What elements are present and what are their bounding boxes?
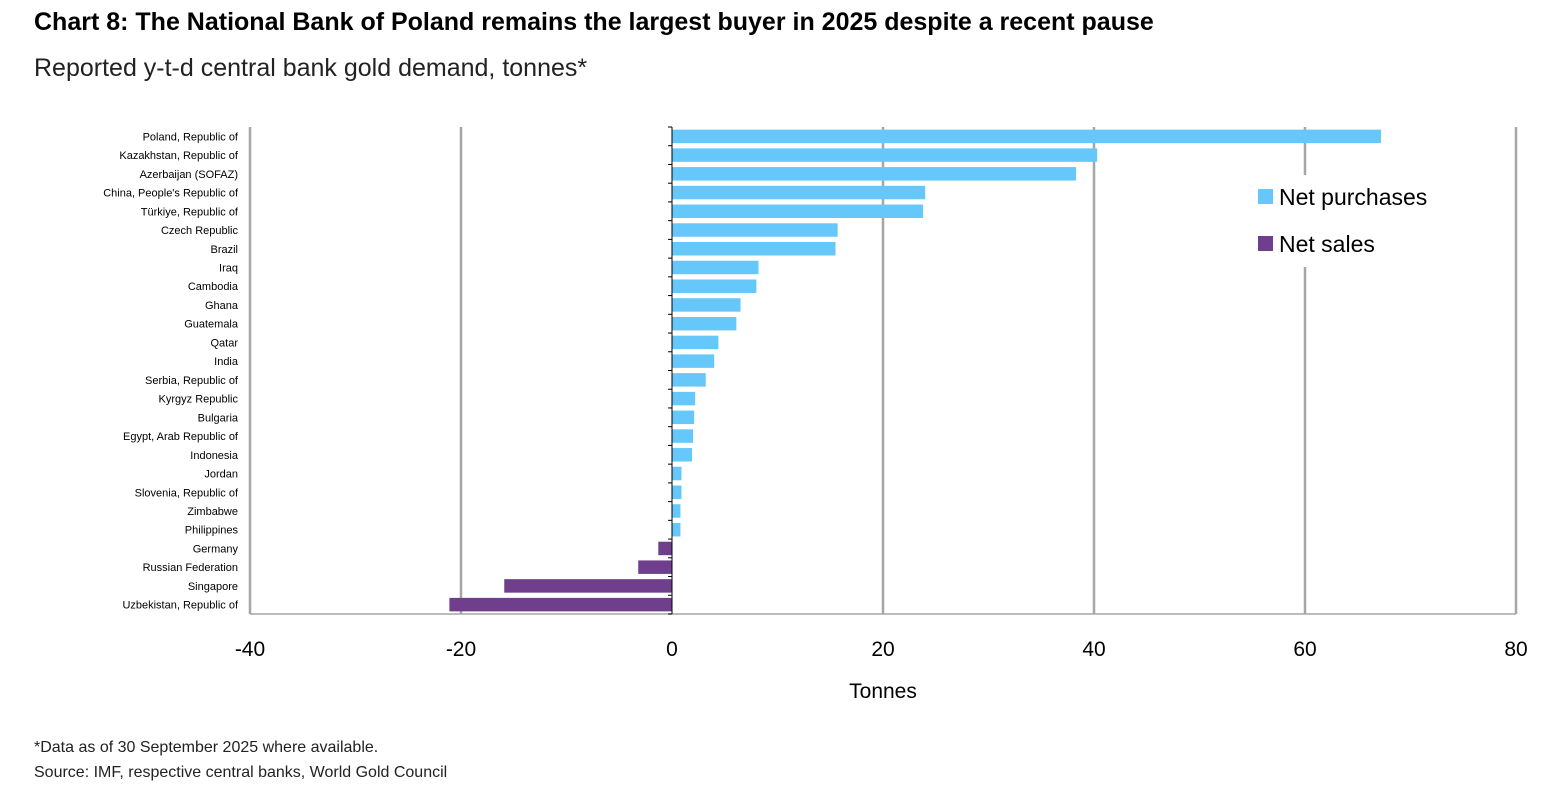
category-label: Indonesia (190, 450, 239, 462)
category-label: Singapore (188, 581, 238, 593)
category-label: Russian Federation (143, 562, 238, 574)
x-tick-label: 40 (1082, 638, 1105, 661)
chart-subtitle: Reported y-t-d central bank gold demand,… (34, 54, 588, 82)
legend-background (1244, 175, 1452, 267)
category-label: Philippines (185, 525, 239, 537)
bar (672, 129, 1381, 144)
bar (672, 204, 924, 219)
category-label: Uzbekistan, Republic of (122, 600, 239, 612)
category-label: Poland, Republic of (143, 131, 239, 143)
source-note: Source: IMF, respective central banks, W… (34, 764, 448, 781)
x-tick-label: 80 (1504, 638, 1527, 661)
category-label: Kazakhstan, Republic of (119, 150, 239, 162)
category-label: Cambodia (188, 281, 239, 293)
category-label: Kyrgyz Republic (159, 394, 239, 406)
bar (672, 354, 715, 368)
bar (658, 541, 672, 556)
category-label: Jordan (204, 469, 238, 481)
category-label: Ghana (205, 300, 239, 312)
category-label: Germany (193, 543, 239, 555)
bar (504, 579, 672, 593)
bars (449, 129, 1381, 612)
chart-title: Chart 8: The National Bank of Poland rem… (34, 8, 1154, 36)
bar (638, 560, 672, 574)
x-tick-labels: -40 -20 0 20 40 60 80 (235, 638, 1528, 661)
category-axis (668, 126, 673, 615)
bar (672, 279, 757, 293)
bar (672, 391, 696, 406)
bar (672, 167, 1077, 181)
x-tick-label: 20 (871, 638, 894, 661)
x-tick-label: -40 (235, 638, 265, 661)
bar (672, 223, 838, 237)
category-label: Egypt, Arab Republic of (123, 431, 239, 443)
bar (672, 466, 682, 481)
legend: Net purchases Net sales (1244, 175, 1452, 267)
category-label: Guatemala (184, 319, 239, 331)
bar (672, 448, 693, 462)
category-label: Brazil (210, 244, 238, 256)
category-label: Bulgaria (198, 412, 239, 424)
bar (672, 410, 695, 425)
bar (449, 597, 672, 612)
x-tick-label: 0 (666, 638, 678, 661)
bar (672, 242, 836, 256)
category-label: Zimbabwe (187, 506, 238, 518)
legend-label-net-purchases: Net purchases (1279, 184, 1427, 210)
legend-swatch-net-purchases (1258, 189, 1273, 204)
bar (672, 373, 706, 387)
category-label: China, People's Republic of (103, 188, 239, 200)
bar (672, 485, 682, 499)
legend-label-net-sales: Net sales (1279, 231, 1375, 257)
x-tick-label: 60 (1293, 638, 1316, 661)
category-label: Czech Republic (161, 225, 239, 237)
footnote: *Data as of 30 September 2025 where avai… (34, 739, 379, 756)
category-label: Slovenia, Republic of (135, 487, 239, 499)
legend-swatch-net-sales (1258, 236, 1273, 251)
bar (672, 504, 681, 518)
bar (672, 185, 926, 200)
category-label: Türkiye, Republic of (141, 206, 239, 218)
category-label: Iraq (219, 262, 238, 274)
bar (672, 260, 759, 275)
bar (672, 335, 719, 350)
x-axis-title: Tonnes (849, 680, 917, 703)
category-labels: Poland, Republic of Kazakhstan, Republic … (103, 131, 239, 611)
x-tick-label: -20 (446, 638, 476, 661)
category-label: Azerbaijan (SOFAZ) (140, 169, 238, 181)
bar (672, 429, 694, 443)
category-label: Qatar (210, 337, 238, 349)
bar (672, 522, 681, 537)
bar (672, 316, 737, 331)
bar (672, 148, 1098, 162)
category-label: Serbia, Republic of (145, 375, 239, 387)
bar (672, 298, 741, 312)
category-label: India (214, 356, 239, 368)
